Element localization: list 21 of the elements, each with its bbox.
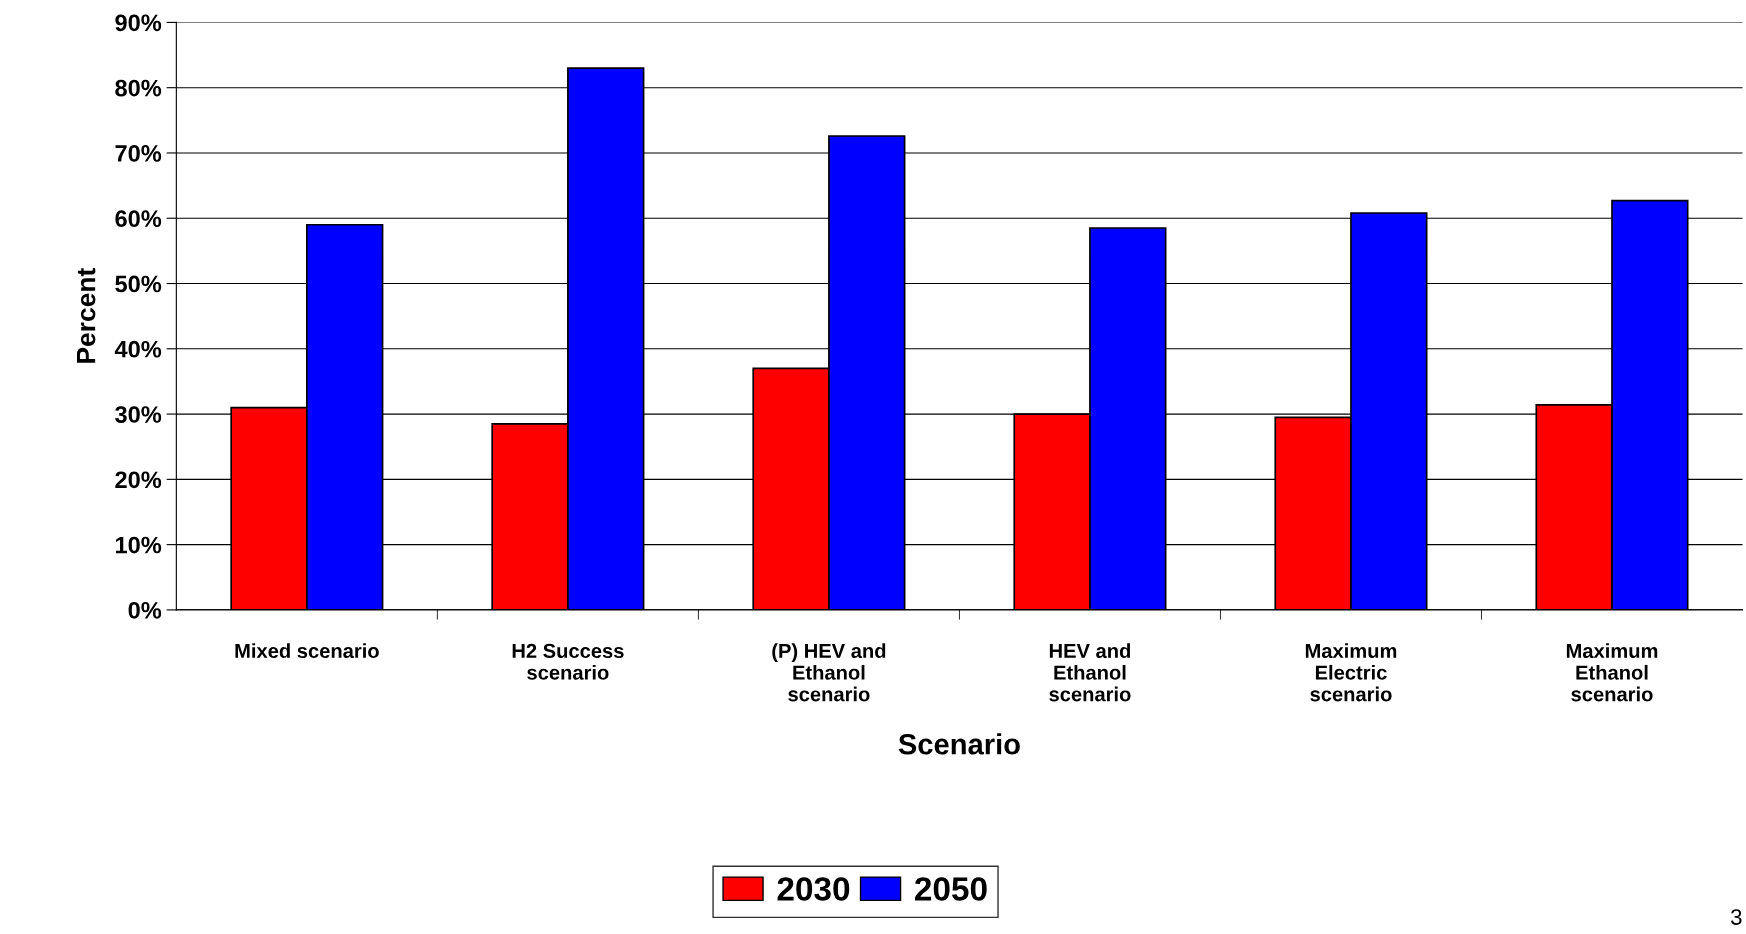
x-tick-label: Mixed scenario — [235, 643, 379, 659]
y-tick-label: 90% — [115, 14, 162, 32]
y-tick-label: 80% — [115, 79, 162, 97]
y-axis-title: Percent — [76, 268, 96, 363]
legend-label: 2030 — [777, 877, 850, 901]
x-tick-label: Maximum Ethanol scenario — [1566, 643, 1658, 702]
x-tick-label: Maximum Electric scenario — [1305, 643, 1397, 702]
x-tick-label: H2 Success scenario — [512, 643, 624, 680]
y-tick-label: 40% — [114, 340, 162, 358]
y-tick-label: 50% — [115, 275, 162, 293]
x-tick-label: HEV and Ethanol scenario — [1049, 643, 1131, 702]
y-tick-label: 60% — [115, 210, 162, 228]
legend-label: 2050 — [915, 877, 987, 901]
y-tick-label: 10% — [115, 536, 162, 554]
y-tick-label: 30% — [115, 406, 162, 423]
text: 3 — [1731, 909, 1742, 925]
x-tick-label: (P) HEV and Ethanol scenario — [772, 643, 886, 702]
y-tick-label: 70% — [115, 145, 162, 162]
y-tick-label: 0% — [128, 601, 162, 619]
y-tick-label: 20% — [115, 471, 162, 489]
x-axis-title: Scenario — [898, 733, 1020, 755]
